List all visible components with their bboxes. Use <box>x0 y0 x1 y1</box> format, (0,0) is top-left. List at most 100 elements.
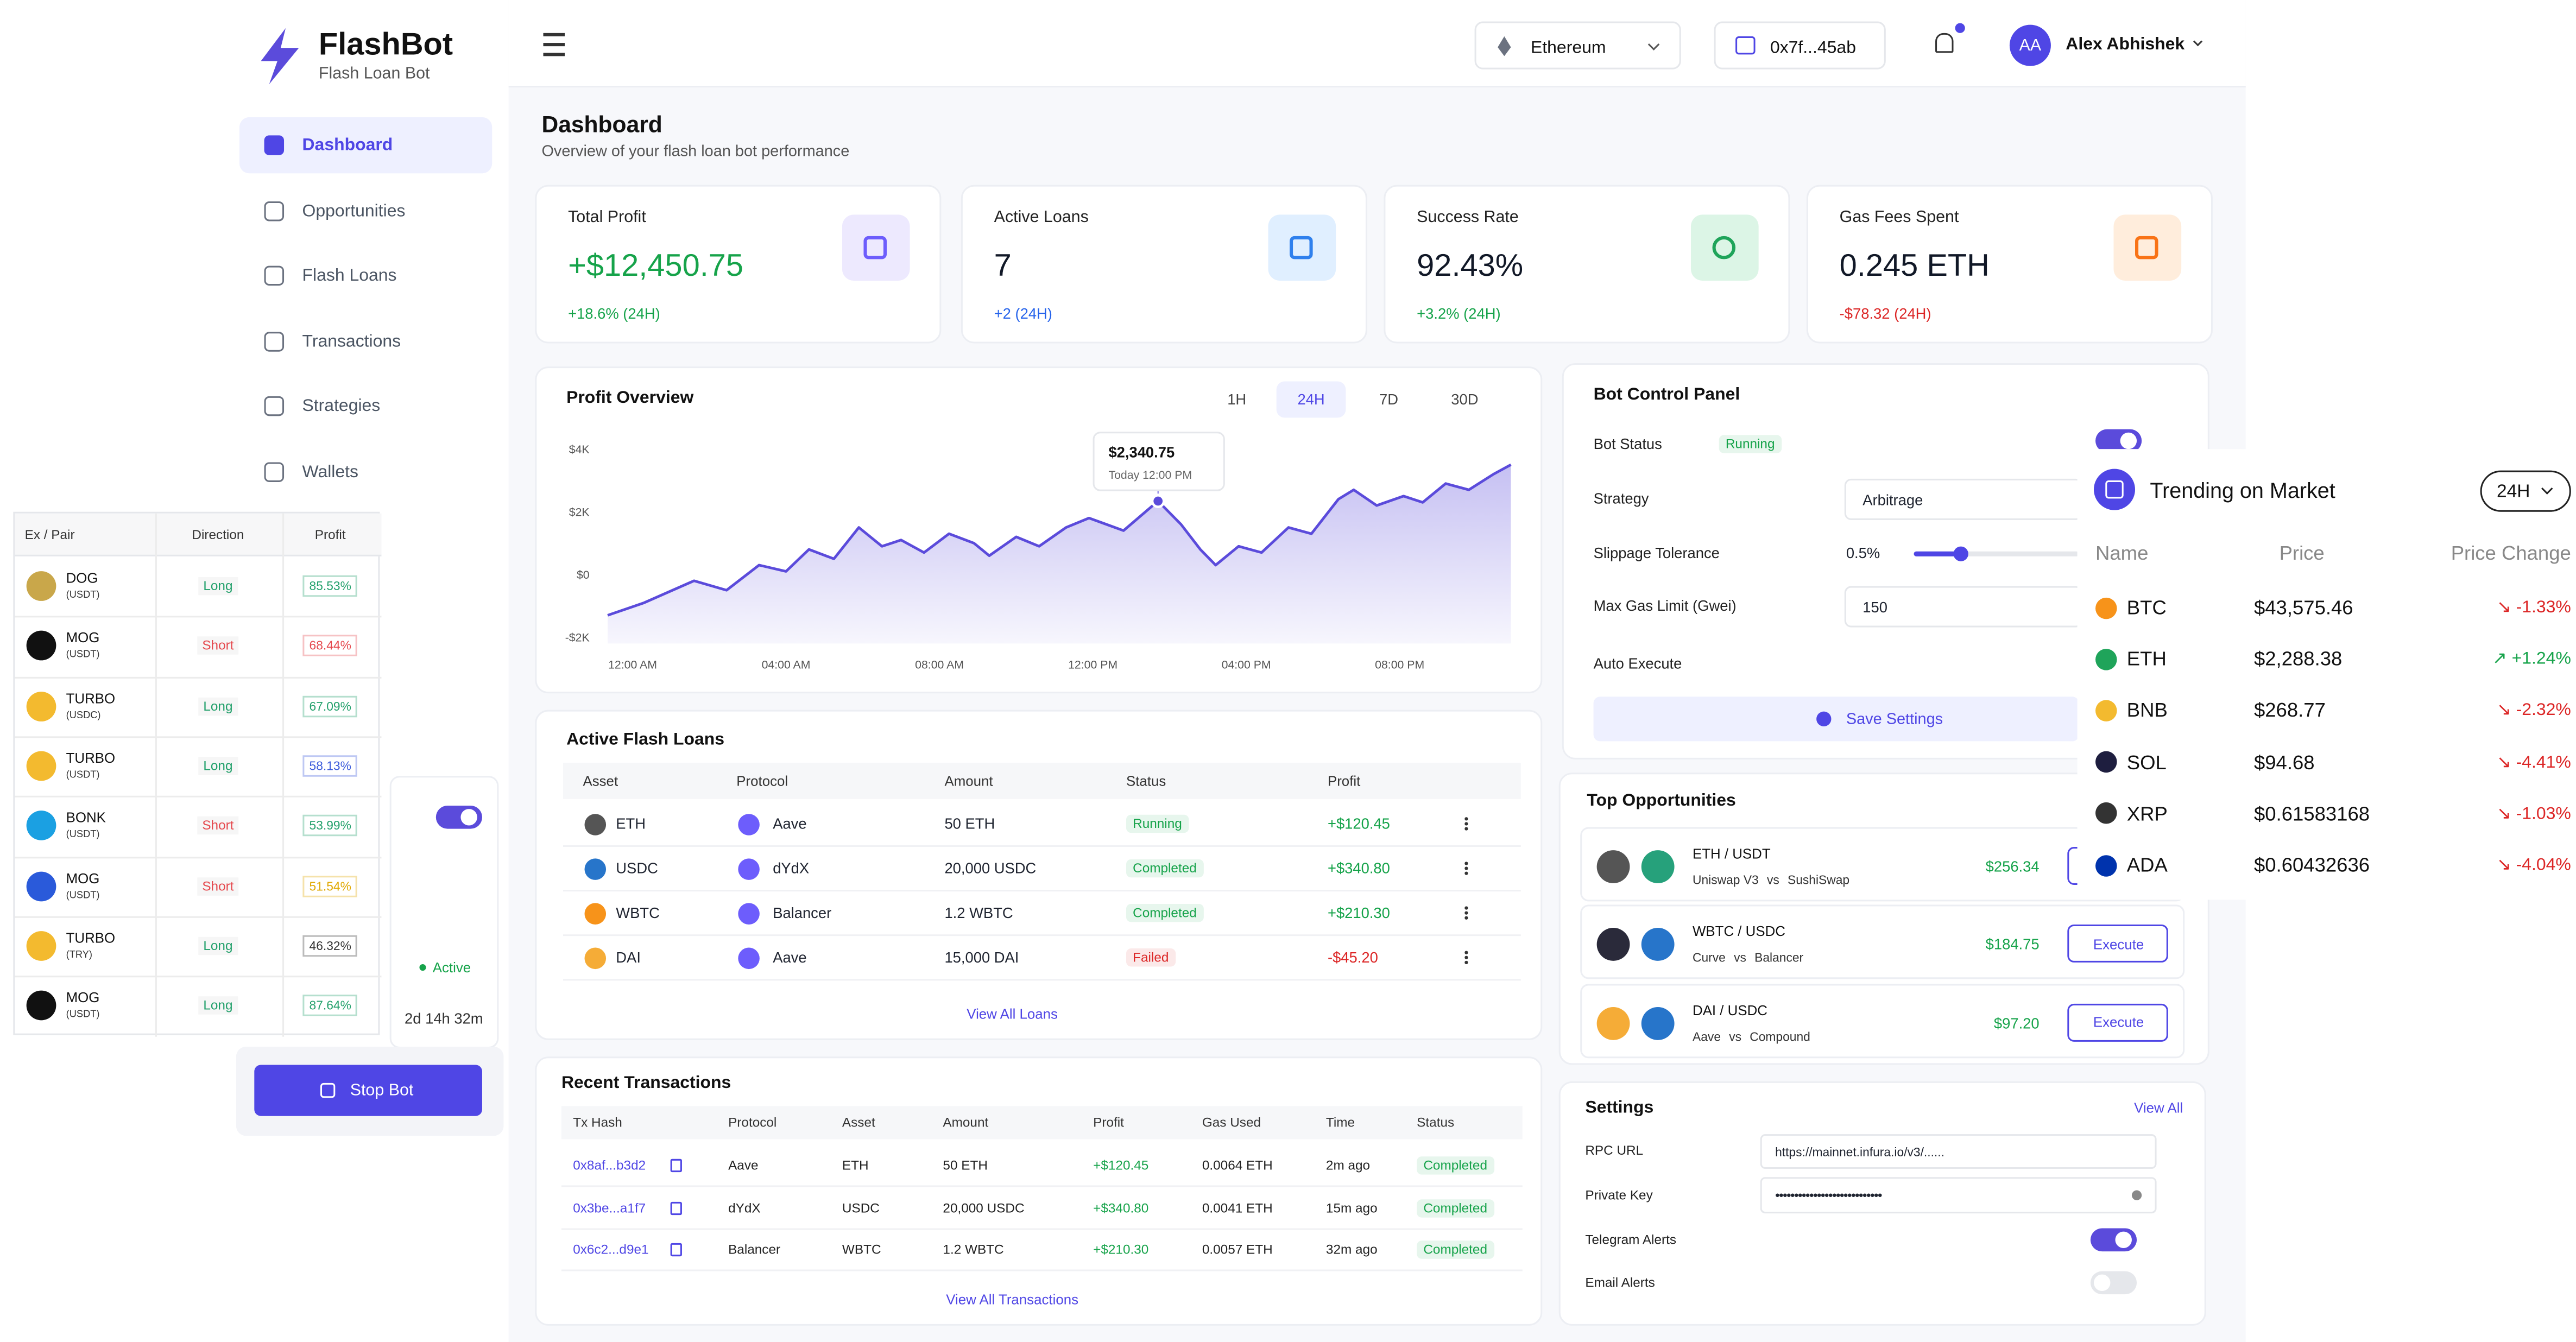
nav-item[interactable]: Wallets <box>302 462 359 482</box>
opportunity-route: Uniswap V3 vs SushiSwap <box>1693 872 1849 887</box>
coin-change: -1.33% <box>2497 598 2571 617</box>
pair-profit: 87.64% <box>302 995 358 1017</box>
transactions-link[interactable]: View All Transactions <box>946 1291 1079 1308</box>
pair-icon <box>26 631 56 661</box>
range-tab[interactable]: 7D <box>1379 391 1398 408</box>
transaction-cell: 0.0041 ETH <box>1202 1200 1273 1216</box>
stat-card: Gas Fees Spent 0.245 ETH -$78.32 (24H) <box>1806 185 2213 344</box>
menu-icon[interactable] <box>543 53 565 56</box>
copy-icon[interactable] <box>670 1201 682 1214</box>
pair-direction: Short <box>197 637 239 655</box>
protocol-icon <box>737 947 759 968</box>
stat-icon <box>2113 214 2182 281</box>
nav-icon[interactable] <box>264 462 285 482</box>
coin-icon <box>2094 854 2117 876</box>
bell-icon[interactable] <box>1935 33 1954 53</box>
copy-icon[interactable] <box>670 1243 682 1257</box>
nav-item[interactable]: Strategies <box>302 396 381 416</box>
pair-direction: Long <box>198 756 238 775</box>
pairs-table: Ex / Pair Direction Profit DOG (USDT) Long 85.… <box>13 511 382 1037</box>
settings-link[interactable]: View All <box>2134 1099 2183 1116</box>
pair-quote: (USDT) <box>66 591 100 601</box>
coin-name: SOL <box>2126 750 2167 774</box>
coin-icon <box>2094 751 2117 773</box>
range-pill[interactable]: 24H <box>2480 470 2571 512</box>
trending-header: Price Change <box>2451 541 2571 565</box>
nav-item[interactable]: Opportunities <box>302 201 406 221</box>
loans-header: Profit <box>1327 773 1361 789</box>
opportunity-pair: ETH / USDT <box>1693 845 1771 862</box>
trending-icon <box>2093 469 2136 510</box>
toggle[interactable] <box>2095 429 2142 453</box>
pairs-header: Direction <box>192 527 244 542</box>
wallet-button[interactable]: 0x7f...45ab <box>1714 21 1886 69</box>
nav-item[interactable]: Dashboard <box>302 135 393 155</box>
network-select[interactable]: Ethereum <box>1474 21 1681 69</box>
stat-value: 92.43% <box>1417 249 1524 284</box>
nav-icon[interactable] <box>264 201 285 221</box>
toggle[interactable] <box>435 806 482 829</box>
opportunity-profit: $184.75 <box>1985 936 2040 953</box>
avatar[interactable]: AA <box>2009 24 2051 66</box>
transaction-cell: Balancer <box>728 1242 781 1257</box>
key-value: •••••••••••••••••••••••••••• <box>1775 1187 1882 1203</box>
execute-label: Execute <box>2093 935 2144 953</box>
nav-icon[interactable] <box>264 396 285 416</box>
execute-button[interactable]: Execute <box>2067 1003 2168 1041</box>
range-tab[interactable]: 1H <box>1227 391 1247 408</box>
stop-button[interactable]: Stop Bot <box>254 1065 482 1116</box>
dex-a: Aave <box>1693 1028 1721 1044</box>
nav-icon[interactable] <box>264 135 285 155</box>
pair-icon <box>26 751 56 781</box>
row-menu <box>1464 817 1468 821</box>
key-input[interactable]: •••••••••••••••••••••••••••• <box>1760 1177 2157 1214</box>
stat-label: Total Profit <box>568 208 646 227</box>
pair-name: MOG <box>66 629 100 646</box>
stat-icon <box>842 214 910 281</box>
loans-link[interactable]: View All Loans <box>967 1005 1058 1022</box>
pair-name: DOG <box>66 569 98 586</box>
asset-icon <box>583 857 605 879</box>
toggle[interactable] <box>2090 1271 2137 1295</box>
loans-title: Active Flash Loans <box>566 730 725 750</box>
loans-header: Asset <box>583 773 618 789</box>
row-menu <box>1464 961 1468 964</box>
gas-input[interactable]: 150 <box>1844 586 2082 628</box>
bell-badge <box>1955 23 1965 33</box>
menu-icon[interactable] <box>543 43 565 46</box>
transaction-cell: WBTC <box>842 1242 881 1257</box>
range-tab[interactable]: 24H <box>1297 391 1325 408</box>
execute-button[interactable]: Execute <box>2067 925 2168 963</box>
transaction-cell: 0x6c2...d9e1 <box>573 1242 649 1257</box>
chevron <box>1647 39 1660 50</box>
loan-asset: USDC <box>616 860 658 877</box>
row-menu <box>1464 827 1468 831</box>
nav-item[interactable]: Transactions <box>302 332 401 352</box>
nav-icon[interactable] <box>264 265 285 286</box>
range-tab[interactable]: 30D <box>1451 391 1479 408</box>
strategy-select[interactable]: Arbitrage <box>1844 478 2082 520</box>
loan-protocol: Aave <box>773 949 807 966</box>
pair-icon <box>26 871 56 901</box>
transaction-cell: Completed <box>1417 1198 1494 1217</box>
save-button[interactable]: Save Settings <box>1593 697 2079 742</box>
asset-icon <box>583 813 605 835</box>
rpc-input[interactable]: https://mainnet.infura.io/v3/...... <box>1760 1134 2157 1169</box>
control-label: Auto Execute <box>1593 655 1682 672</box>
copy-icon[interactable] <box>670 1159 682 1173</box>
control-label: Strategy <box>1593 490 1649 507</box>
coin-name: ADA <box>2126 853 2168 877</box>
toggle[interactable] <box>2090 1228 2137 1252</box>
loan-asset: ETH <box>616 815 646 832</box>
dex-b: SushiSwap <box>1787 872 1850 888</box>
toggle-knob <box>2115 1231 2132 1248</box>
nav-item[interactable]: Flash Loans <box>302 265 397 286</box>
stat-glyph <box>863 236 887 259</box>
nav-icon[interactable] <box>264 332 285 352</box>
pair-profit: 46.32% <box>302 935 358 957</box>
row-divider <box>563 890 1521 892</box>
stat-glyph <box>1290 236 1313 259</box>
token-icon <box>1641 928 1675 961</box>
trending-header: Price <box>2279 541 2325 565</box>
menu-icon[interactable] <box>543 33 565 36</box>
